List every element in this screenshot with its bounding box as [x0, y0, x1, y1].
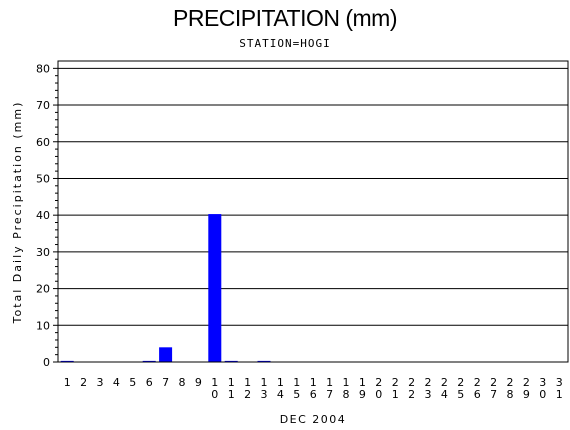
chart-subtitle: STATION=HOGI	[239, 37, 331, 50]
y-axis-label: Total Daily Precipitation (mm)	[11, 101, 24, 325]
chart-title: PRECIPITATION (mm)	[173, 5, 397, 31]
bar	[224, 360, 238, 362]
bar	[257, 360, 271, 362]
bar	[142, 360, 156, 362]
bar	[159, 347, 173, 362]
x-tick-label: 5	[129, 376, 136, 389]
plot-frame	[57, 60, 569, 363]
x-tick-label: 9	[195, 376, 202, 389]
y-tick-label: 30	[36, 246, 50, 259]
y-tick-label: 0	[43, 356, 50, 369]
bar	[208, 214, 222, 362]
y-tick-label: 80	[36, 62, 50, 75]
x-tick-label: 6	[146, 376, 153, 389]
x-tick-label: 7	[162, 376, 169, 389]
x-tick-label: 2	[80, 376, 87, 389]
bar	[60, 360, 74, 362]
x-tick-label: 4	[113, 376, 120, 389]
x-tick-label: 3	[97, 376, 104, 389]
bars	[60, 214, 271, 362]
y-tick-label: 40	[36, 209, 50, 222]
x-axis: 1 2 3 4 5 6 7 8 9 1 01 11 21 31 41 51 61 71 81 92 02 12 22 32 42…	[64, 376, 563, 401]
y-tick-label: 50	[36, 172, 50, 185]
y-tick-label: 60	[36, 136, 50, 149]
x-axis-label: DEC 2004	[280, 413, 347, 426]
x-tick-label: 8	[179, 376, 186, 389]
gridlines	[58, 67, 568, 326]
y-tick-label: 20	[36, 283, 50, 296]
x-tick-label: 1	[64, 376, 71, 389]
y-axis: 0 10 20 30 40 50 60 70 80	[36, 62, 58, 369]
y-tick-label: 10	[36, 319, 50, 332]
y-tick-label: 70	[36, 99, 50, 112]
